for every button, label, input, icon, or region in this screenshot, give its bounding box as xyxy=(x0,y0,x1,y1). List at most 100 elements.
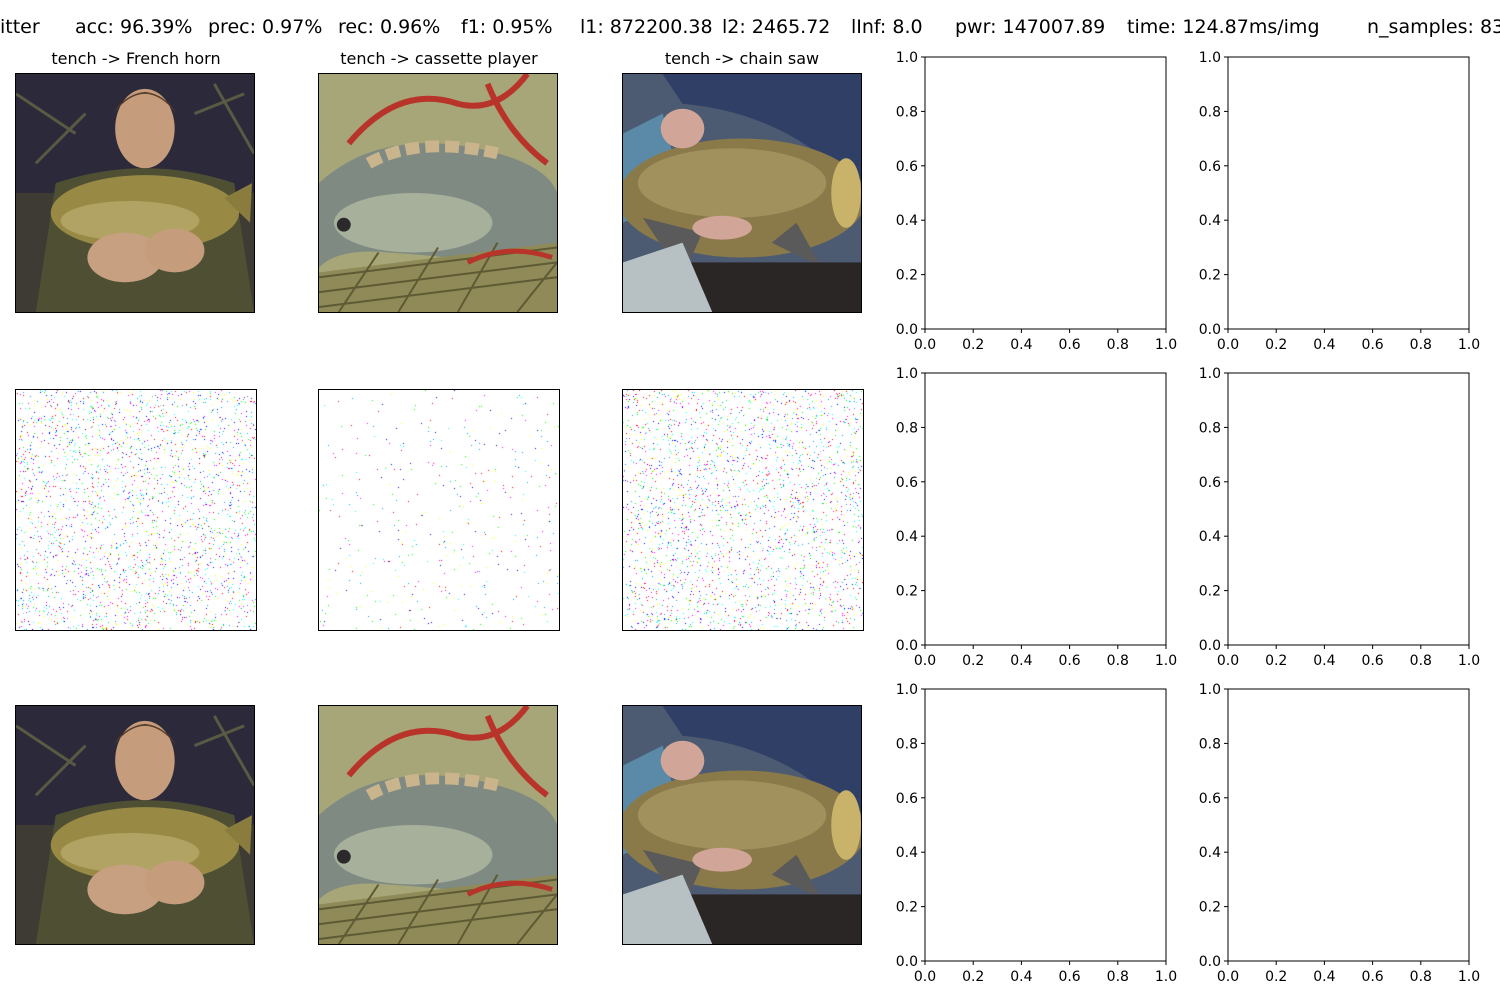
axes-frame xyxy=(1227,372,1470,646)
y-tick-label: 0.4 xyxy=(896,845,918,861)
column-title-2: tench -> cassette player xyxy=(340,49,538,68)
x-tick-label: 0.8 xyxy=(1410,653,1432,669)
x-tick-label: 0.8 xyxy=(1410,337,1432,353)
y-tick-label: 0.0 xyxy=(1199,322,1221,338)
y-tick-label: 1.0 xyxy=(896,366,918,382)
x-tick-label: 0.8 xyxy=(1107,337,1129,353)
x-tick-label: 0.2 xyxy=(1265,653,1287,669)
y-tick-label: 0.4 xyxy=(896,529,918,545)
y-tick-label: 0.2 xyxy=(896,584,918,600)
y-tick-label: 0.4 xyxy=(896,213,918,229)
y-tick-label: 0.2 xyxy=(1199,584,1221,600)
y-tick-label: 0.8 xyxy=(896,104,918,120)
adversarial-image-3 xyxy=(622,705,862,945)
metric-precision: prec: 0.97% xyxy=(208,16,323,38)
x-tick-label: 0.0 xyxy=(1217,337,1239,353)
x-tick-label: 0.8 xyxy=(1107,969,1129,985)
x-tick-label: 1.0 xyxy=(1155,337,1177,353)
adversarial-image-2 xyxy=(318,705,558,945)
metric-power: pwr: 147007.89 xyxy=(955,16,1106,38)
metric-n-samples: n_samples: 83 xyxy=(1367,16,1500,38)
y-tick-label: 1.0 xyxy=(1199,682,1221,698)
y-tick-label: 0.0 xyxy=(1199,638,1221,654)
y-tick-label: 0.8 xyxy=(1199,736,1221,752)
y-tick-label: 0.0 xyxy=(896,638,918,654)
y-tick-label: 1.0 xyxy=(896,50,918,66)
metric-l1: l1: 872200.38 xyxy=(580,16,713,38)
x-tick-label: 1.0 xyxy=(1458,653,1480,669)
original-image-2 xyxy=(318,73,558,313)
x-tick-label: 0.2 xyxy=(962,969,984,985)
x-tick-label: 0.6 xyxy=(1058,969,1080,985)
empty-axes-r3c4: 0.0 0.2 0.4 0.6 0.8 1.0 0.0 0.2 0.4 0.6 0.8 1.0 xyxy=(896,682,1177,985)
y-tick-label: 1.0 xyxy=(1199,366,1221,382)
x-tick-label: 1.0 xyxy=(1458,969,1480,985)
axes-frame xyxy=(924,372,1167,646)
metric-l2: l2: 2465.72 xyxy=(722,16,831,38)
x-tick-label: 0.6 xyxy=(1361,337,1383,353)
empty-axes-r1c4: 0.0 0.2 0.4 0.6 0.8 1.0 0.0 0.2 0.4 0.6 0.8 1.0 xyxy=(896,50,1177,353)
y-tick-label: 0.2 xyxy=(896,268,918,284)
x-tick-label: 1.0 xyxy=(1155,969,1177,985)
y-tick-label: 0.6 xyxy=(896,791,918,807)
axes-frame xyxy=(924,56,1167,330)
empty-axes-r2c5: 0.0 0.2 0.4 0.6 0.8 1.0 0.0 0.2 0.4 0.6 0.8 1.0 xyxy=(1199,366,1480,669)
y-tick-label: 0.0 xyxy=(1199,954,1221,970)
column-title-3: tench -> chain saw xyxy=(664,49,820,68)
metrics-header: itter acc: 96.39% prec: 0.97% rec: 0.96%… xyxy=(0,16,1500,42)
axes-frame xyxy=(1227,56,1470,330)
adversarial-image-1 xyxy=(15,705,255,945)
y-tick-label: 0.0 xyxy=(896,322,918,338)
x-tick-label: 0.2 xyxy=(962,653,984,669)
x-tick-label: 0.4 xyxy=(1010,653,1032,669)
x-tick-label: 0.2 xyxy=(1265,969,1287,985)
x-tick-label: 0.4 xyxy=(1313,969,1335,985)
y-tick-label: 0.2 xyxy=(1199,900,1221,916)
x-tick-label: 0.6 xyxy=(1361,653,1383,669)
metric-accuracy: acc: 96.39% xyxy=(75,16,193,38)
y-tick-label: 0.4 xyxy=(1199,845,1221,861)
y-tick-label: 0.0 xyxy=(896,954,918,970)
perturbation-image-1 xyxy=(15,389,257,631)
column-title-1: tench -> French horn xyxy=(51,49,221,68)
axes-frame xyxy=(1227,688,1470,962)
x-tick-label: 0.0 xyxy=(914,969,936,985)
x-tick-label: 0.0 xyxy=(914,337,936,353)
metric-f1: f1: 0.95% xyxy=(461,16,553,38)
x-tick-label: 0.8 xyxy=(1107,653,1129,669)
metric-time: time: 124.87ms/img xyxy=(1127,16,1320,38)
y-tick-label: 1.0 xyxy=(1199,50,1221,66)
perturbation-image-2 xyxy=(318,389,560,631)
metric-recall: rec: 0.96% xyxy=(338,16,441,38)
x-tick-label: 0.6 xyxy=(1361,969,1383,985)
x-tick-label: 0.8 xyxy=(1410,969,1432,985)
y-tick-label: 0.8 xyxy=(896,736,918,752)
x-tick-label: 0.4 xyxy=(1010,969,1032,985)
y-tick-label: 0.8 xyxy=(1199,104,1221,120)
x-tick-label: 0.6 xyxy=(1058,653,1080,669)
y-tick-label: 0.6 xyxy=(896,475,918,491)
x-tick-label: 0.0 xyxy=(914,653,936,669)
x-tick-label: 1.0 xyxy=(1155,653,1177,669)
original-image-3 xyxy=(622,73,862,313)
x-tick-label: 0.6 xyxy=(1058,337,1080,353)
y-tick-label: 0.2 xyxy=(896,900,918,916)
y-tick-label: 0.6 xyxy=(896,159,918,175)
y-tick-label: 0.8 xyxy=(896,420,918,436)
method-name-fragment: itter xyxy=(0,16,40,38)
x-tick-label: 0.4 xyxy=(1313,337,1335,353)
empty-axes-r3c5: 0.0 0.2 0.4 0.6 0.8 1.0 0.0 0.2 0.4 0.6 0.8 1.0 xyxy=(1199,682,1480,985)
y-tick-label: 0.2 xyxy=(1199,268,1221,284)
y-tick-label: 0.6 xyxy=(1199,159,1221,175)
x-tick-label: 0.0 xyxy=(1217,969,1239,985)
original-image-1 xyxy=(15,73,255,313)
y-tick-label: 0.6 xyxy=(1199,475,1221,491)
empty-axes-r2c4: 0.0 0.2 0.4 0.6 0.8 1.0 0.0 0.2 0.4 0.6 0.8 1.0 xyxy=(896,366,1177,669)
y-tick-label: 0.4 xyxy=(1199,529,1221,545)
x-tick-label: 1.0 xyxy=(1458,337,1480,353)
perturbation-image-3 xyxy=(622,389,864,631)
x-tick-label: 0.2 xyxy=(962,337,984,353)
x-tick-label: 0.2 xyxy=(1265,337,1287,353)
x-tick-label: 0.4 xyxy=(1313,653,1335,669)
metric-linf: lInf: 8.0 xyxy=(851,16,923,38)
